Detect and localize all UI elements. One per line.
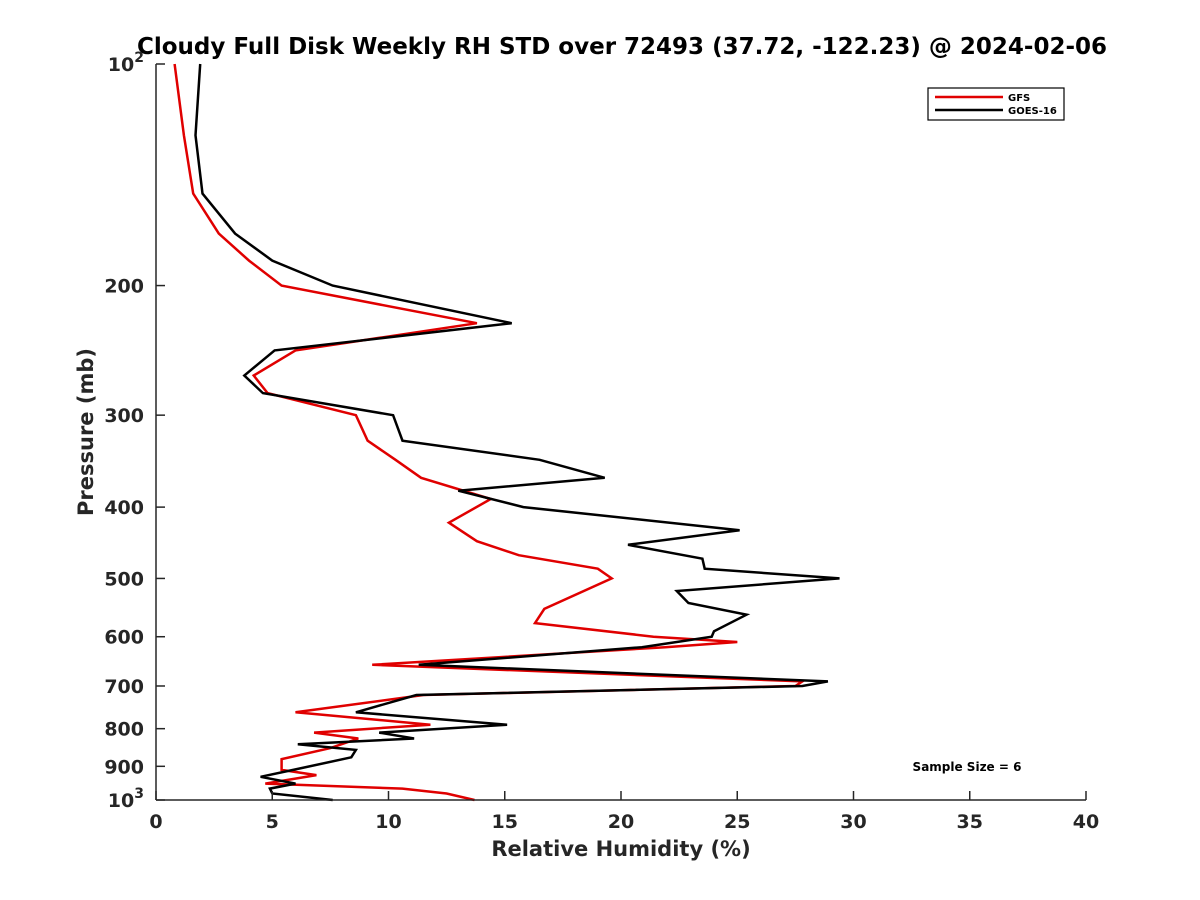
y-axis-ticks: 102 200 300 400 500 600 700 800 900 103	[104, 50, 165, 812]
y-tick-label: 103	[108, 786, 144, 812]
y-tick-label: 300	[104, 405, 144, 427]
y-tick-label: 102	[108, 50, 144, 76]
legend-label-goes16: GOES-16	[1008, 106, 1057, 117]
y-tick-label: 600	[104, 627, 144, 649]
x-tick-label: 15	[492, 811, 518, 833]
x-tick-label: 35	[957, 811, 983, 833]
x-axis-label: Relative Humidity (%)	[491, 837, 750, 861]
x-tick-label: 20	[608, 811, 634, 833]
x-tick-label: 10	[375, 811, 401, 833]
x-axis-ticks: 0 5 10 15 20 25 30 35 40	[149, 791, 1099, 833]
y-axis-label: Pressure (mb)	[74, 348, 98, 516]
y-tick-label: 900	[104, 756, 144, 778]
y-tick-label: 700	[104, 676, 144, 698]
series-layer	[173, 63, 840, 802]
x-tick-label: 25	[724, 811, 750, 833]
y-tick-label: 500	[104, 568, 144, 590]
plot-area	[155, 63, 1086, 802]
y-tick-label: 400	[104, 497, 144, 519]
legend-label-gfs: GFS	[1008, 93, 1030, 104]
y-tick-label: 800	[104, 719, 144, 741]
x-tick-label: 30	[840, 811, 866, 833]
x-tick-label: 40	[1073, 811, 1099, 833]
series-line-goes16	[194, 63, 840, 802]
chart-title: Cloudy Full Disk Weekly RH STD over 7249…	[137, 34, 1107, 60]
legend-box	[927, 87, 1065, 121]
x-tick-label: 0	[149, 811, 162, 833]
legend: GFS GOES-16	[927, 87, 1065, 121]
y-tick-label: 200	[104, 276, 144, 298]
sample-size-annotation: Sample Size = 6	[913, 760, 1022, 774]
x-tick-label: 5	[266, 811, 279, 833]
